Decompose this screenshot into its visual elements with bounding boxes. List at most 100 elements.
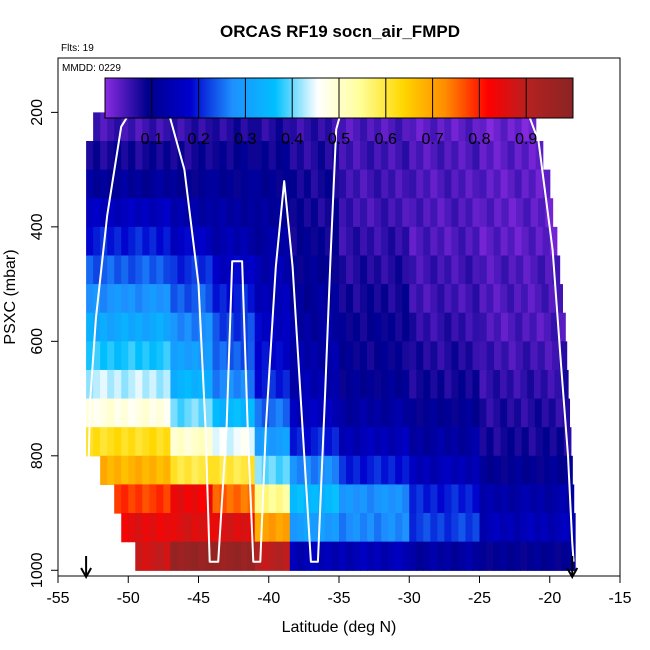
heatmap-cell	[346, 198, 354, 228]
heatmap-cell	[331, 226, 340, 257]
heatmap-cell	[514, 398, 522, 428]
heatmap-cell	[93, 112, 101, 142]
heatmap-cell	[324, 140, 333, 171]
heatmap-cell	[554, 541, 562, 571]
heatmap-cell	[353, 140, 361, 171]
heatmap-cell	[163, 226, 171, 257]
heatmap-cell	[247, 341, 256, 371]
heatmap-cell	[310, 513, 319, 543]
heatmap-cell	[530, 341, 539, 371]
heatmap-cell	[156, 541, 164, 571]
heatmap-cell	[537, 341, 546, 371]
heatmap-cell	[388, 427, 396, 457]
heatmap-cell	[205, 312, 214, 342]
heatmap-cell	[177, 427, 186, 457]
heatmap-cell	[156, 513, 164, 543]
heatmap-cell	[367, 484, 375, 514]
heatmap-cell	[198, 398, 207, 428]
heatmap-cell	[219, 398, 228, 428]
heatmap-cell	[212, 427, 221, 457]
heatmap-cell	[331, 112, 340, 142]
heatmap-cell	[198, 484, 207, 514]
heatmap-cell	[135, 398, 143, 428]
heatmap-cell	[128, 513, 136, 543]
heatmap-cell	[339, 484, 347, 514]
heatmap-cell	[534, 513, 542, 543]
heatmap-cell	[545, 255, 553, 285]
x-tick-label: -45	[187, 590, 210, 607]
heatmap-cell	[219, 341, 228, 371]
heatmap-cell	[289, 398, 298, 428]
heatmap-cell	[177, 169, 186, 199]
heatmap-cell	[268, 284, 277, 314]
heatmap-cell	[493, 312, 502, 342]
heatmap-cell	[500, 169, 509, 199]
heatmap-cell	[339, 255, 347, 285]
heatmap-cell	[240, 455, 249, 486]
heatmap-cell	[121, 398, 129, 428]
heatmap-cell	[465, 140, 474, 171]
heatmap-cell	[451, 198, 460, 228]
heatmap-cell	[324, 369, 333, 400]
heatmap-cell	[114, 255, 122, 285]
heatmap-cell	[458, 284, 467, 314]
heatmap-cell	[170, 198, 179, 228]
heatmap-cell	[170, 284, 179, 314]
heatmap-cell	[500, 284, 508, 314]
heatmap-cell	[423, 169, 431, 199]
heatmap-cell	[346, 455, 354, 486]
heatmap-cell	[282, 112, 291, 142]
heatmap-cell	[268, 541, 277, 571]
heatmap-cell	[310, 484, 319, 514]
heatmap-cell	[507, 169, 516, 199]
heatmap-cell	[149, 255, 157, 285]
heatmap-cell	[479, 312, 488, 342]
heatmap-cell	[423, 341, 431, 371]
heatmap-cell	[451, 255, 460, 285]
heatmap-cell	[289, 198, 298, 228]
heatmap-cell	[508, 341, 517, 371]
heatmap-cell	[100, 427, 108, 457]
heatmap-cell	[191, 541, 200, 571]
heatmap-cell	[142, 284, 150, 314]
heatmap-cell	[191, 455, 200, 486]
heatmap-cell	[86, 341, 94, 371]
heatmap-cell	[472, 198, 481, 228]
heatmap-cell	[212, 541, 221, 571]
heatmap-cell	[219, 226, 228, 257]
heatmap-cell	[142, 341, 150, 371]
heatmap-cell	[198, 284, 207, 314]
heatmap-cell	[381, 312, 389, 342]
heatmap-cell	[409, 398, 417, 428]
heatmap-cell	[170, 312, 179, 342]
heatmap-cell	[472, 513, 481, 543]
heatmap-cell	[282, 284, 291, 314]
heatmap-cell	[561, 541, 569, 571]
heatmap-cell	[177, 312, 186, 342]
heatmap-cell	[100, 255, 108, 285]
heatmap-cell	[339, 541, 347, 571]
heatmap-cell	[135, 140, 143, 171]
heatmap-cell	[135, 312, 143, 342]
heatmap-cell	[303, 455, 312, 486]
heatmap-cell	[423, 369, 431, 400]
heatmap-cell	[486, 369, 494, 400]
heatmap-cell	[395, 484, 403, 514]
heatmap-cell	[535, 169, 544, 199]
heatmap-cell	[219, 255, 228, 285]
heatmap-cell	[533, 369, 542, 400]
heatmap-cell	[472, 484, 481, 514]
heatmap-cell	[93, 369, 101, 400]
heatmap-cell	[121, 140, 129, 171]
heatmap-cell	[339, 398, 347, 428]
colorbar-tick-label: 0.6	[375, 131, 397, 148]
heatmap-cell	[543, 455, 552, 486]
heatmap-cell	[226, 484, 235, 514]
flights-label: Flts: 19	[61, 43, 94, 54]
heatmap-cell	[557, 455, 566, 486]
heatmap-cell	[303, 284, 312, 314]
heatmap-cell	[247, 369, 256, 400]
heatmap-cell	[163, 198, 171, 228]
heatmap-cell	[317, 513, 326, 543]
